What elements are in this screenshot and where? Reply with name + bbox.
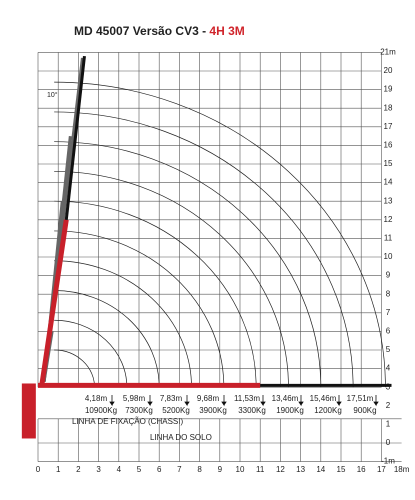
reach-label: 13,46m (272, 394, 299, 403)
reach-arc (54, 230, 225, 388)
x-axis-label: 1 (56, 465, 61, 474)
y-axis-label: 17 (384, 122, 393, 131)
reach-label: 17,51m (347, 394, 374, 403)
reach-arrow (298, 395, 304, 407)
reach-arc (54, 141, 322, 388)
x-axis-label: 2 (76, 465, 81, 474)
x-axis-label: 14 (316, 465, 325, 474)
y-axis-label: 1 (386, 420, 391, 429)
x-axis-label: 13 (296, 465, 305, 474)
boom (39, 219, 69, 384)
y-axis-label: 7 (386, 308, 391, 317)
x-axis-label: 6 (157, 465, 162, 474)
x-axis-label: 10 (236, 465, 245, 474)
load-label: 3300Kg (238, 406, 266, 415)
reach-arc (54, 349, 95, 388)
reach-arrow (147, 395, 153, 407)
y-axis-label: 2 (386, 401, 391, 410)
reach-label: 7,83m (160, 394, 183, 403)
reach-arc (54, 290, 160, 388)
y-axis-label: 20 (384, 66, 393, 75)
title: MD 45007 Versão CV3 - 4H 3M (74, 24, 245, 38)
x-axis-label: 5 (137, 465, 142, 474)
load-label: 3900Kg (199, 406, 227, 415)
x-axis-label: 7 (177, 465, 182, 474)
y-axis-label: 11 (384, 234, 393, 243)
reach-arc (54, 171, 289, 388)
x-axis-label: 9 (218, 465, 223, 474)
x-axis-label: 0 (36, 465, 41, 474)
load-label: 7300Kg (125, 406, 153, 415)
reach-label: 9,68m (197, 394, 220, 403)
boom-tip (64, 55, 86, 220)
crane-base (21, 383, 36, 439)
x-axis-label: 8 (197, 465, 202, 474)
x-axis-label: 17 (377, 465, 386, 474)
reach-label: 4,18m (85, 394, 108, 403)
y-axis-label: 10 (384, 252, 393, 261)
reach-arc (54, 111, 354, 388)
x-axis-label: 11 (256, 465, 265, 474)
y-axis-label: 3 (386, 382, 391, 391)
reach-label: 15,46m (310, 394, 337, 403)
load-label: 10900Kg (85, 406, 117, 415)
reach-arc (54, 81, 386, 388)
load-label: 1900Kg (276, 406, 304, 415)
y-axis-label: 18 (384, 103, 393, 112)
y-axis-label: 8 (386, 289, 391, 298)
y-axis-label: 13 (384, 196, 393, 205)
y-axis-label: 15 (384, 159, 393, 168)
y-axis-label: 12 (384, 215, 393, 224)
reach-arrow (109, 395, 115, 407)
title-model: 4H 3M (209, 24, 244, 38)
reach-arrow (221, 395, 227, 407)
title-text: MD 45007 Versão CV3 - (74, 24, 209, 38)
reach-arc (54, 260, 192, 388)
reach-label: 11,53m (234, 394, 260, 403)
x-axis-label: 16 (357, 465, 366, 474)
y-axis-label: 21m (380, 48, 396, 57)
y-axis-label: 19 (384, 85, 393, 94)
load-label: 1200Kg (314, 406, 342, 415)
reach-arrow (184, 395, 190, 407)
reach-arrow (260, 395, 266, 407)
x-axis-label: 18m (394, 465, 410, 474)
y-axis-label: 0 (386, 438, 391, 447)
load-label: 5200Kg (162, 406, 190, 415)
reach-label: 5,98m (123, 394, 146, 403)
fixation-line-label: LINHA DE FIXAÇÃO (CHASSI) (72, 417, 183, 426)
reach-arc (54, 319, 128, 388)
y-axis-label: 9 (386, 271, 391, 280)
y-axis-label: 4 (386, 364, 391, 373)
x-axis-label: 4 (117, 465, 122, 474)
y-axis-label: 16 (384, 141, 393, 150)
load-label: 900Kg (353, 406, 376, 415)
x-axis-label: 15 (337, 465, 346, 474)
y-axis-label: -1m (381, 457, 395, 466)
x-axis-label: 3 (96, 465, 101, 474)
angle-label: 10° (47, 91, 58, 99)
reach-arrow (373, 395, 379, 407)
y-axis-label: 6 (386, 327, 391, 336)
ground-line-label: LINHA DO SOLO (150, 433, 212, 442)
y-axis-label: 14 (384, 178, 393, 187)
reach-arrow (336, 395, 342, 407)
reach-arc (54, 200, 257, 388)
x-axis-label: 12 (276, 465, 285, 474)
y-axis-label: 5 (386, 345, 391, 354)
